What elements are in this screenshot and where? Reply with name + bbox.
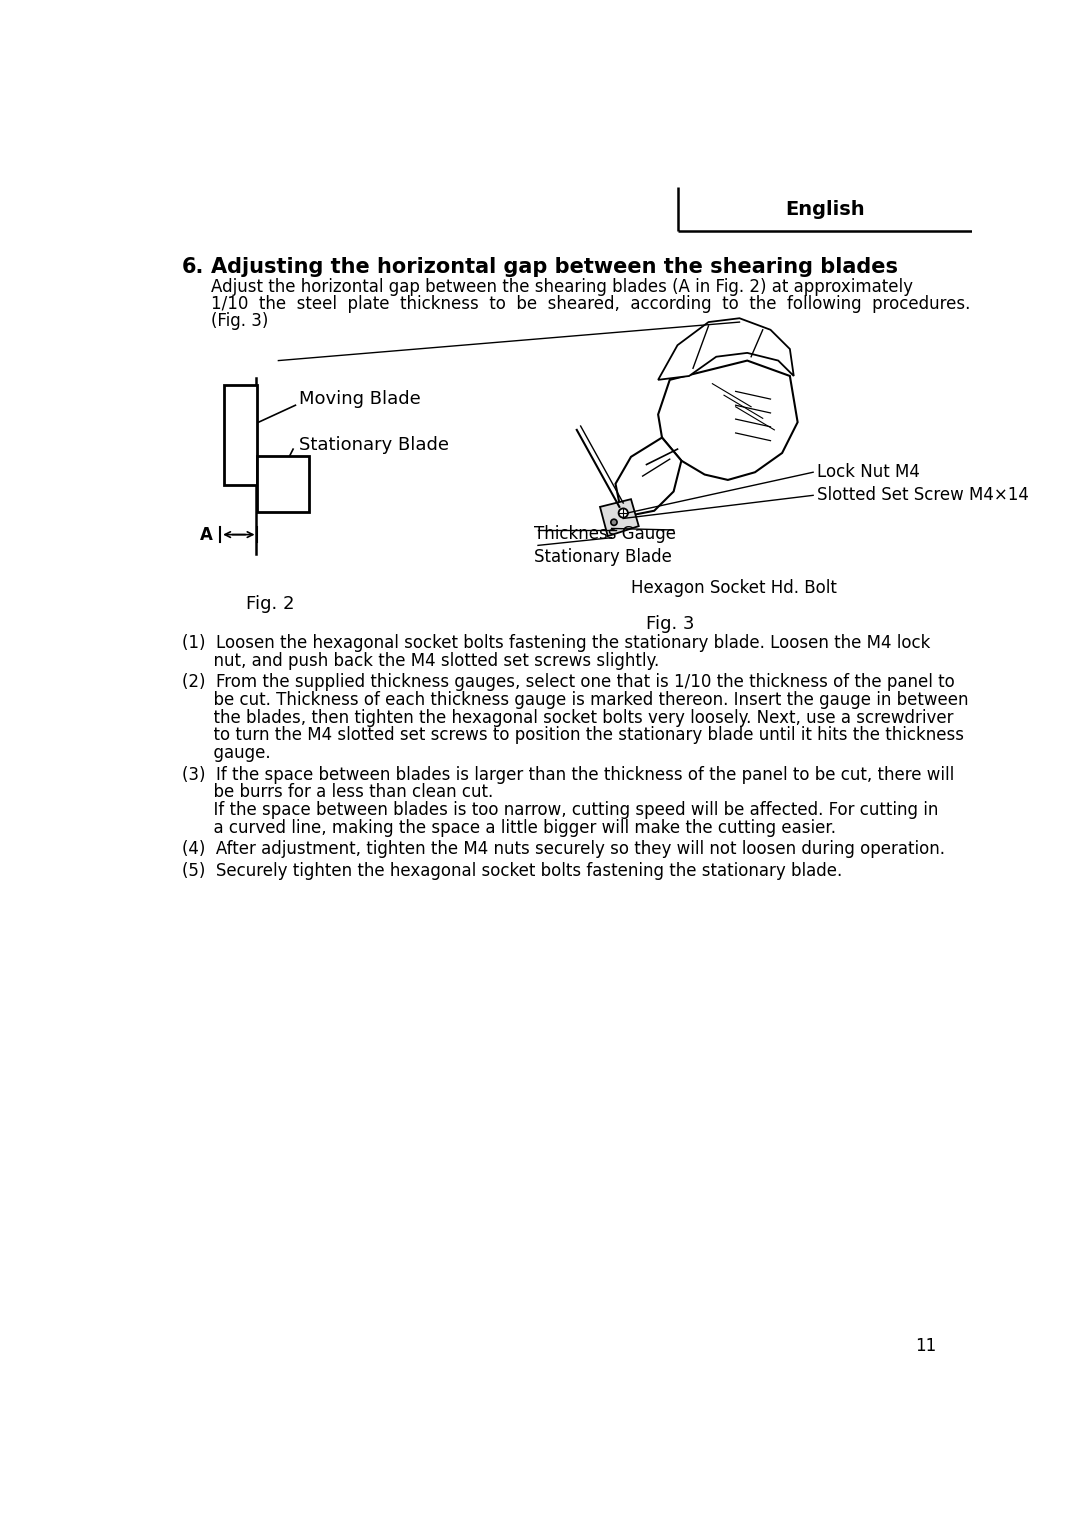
Text: Fig. 2: Fig. 2 bbox=[246, 595, 295, 613]
Text: a curved line, making the space a little bigger will make the cutting easier.: a curved line, making the space a little… bbox=[181, 818, 836, 836]
Text: be burrs for a less than clean cut.: be burrs for a less than clean cut. bbox=[181, 783, 492, 801]
Text: English: English bbox=[785, 200, 865, 219]
Circle shape bbox=[611, 520, 617, 526]
Text: (1)  Loosen the hexagonal socket bolts fastening the stationary blade. Loosen th: (1) Loosen the hexagonal socket bolts fa… bbox=[181, 635, 930, 651]
Polygon shape bbox=[658, 318, 794, 379]
Text: Fig. 3: Fig. 3 bbox=[646, 615, 694, 633]
Text: 1/10  the  steel  plate  thickness  to  be  sheared,  according  to  the  follow: 1/10 the steel plate thickness to be she… bbox=[211, 295, 970, 313]
Text: nut, and push back the M4 slotted set screws slightly.: nut, and push back the M4 slotted set sc… bbox=[181, 651, 659, 670]
Text: (5)  Securely tighten the hexagonal socket bolts fastening the stationary blade.: (5) Securely tighten the hexagonal socke… bbox=[181, 862, 841, 879]
Text: Adjust the horizontal gap between the shearing blades (A in Fig. 2) at approxima: Adjust the horizontal gap between the sh… bbox=[211, 278, 913, 297]
Text: Moving Blade: Moving Blade bbox=[299, 390, 421, 408]
Text: Stationary Blade: Stationary Blade bbox=[299, 436, 449, 454]
Text: gauge.: gauge. bbox=[181, 745, 270, 761]
Text: (3)  If the space between blades is larger than the thickness of the panel to be: (3) If the space between blades is large… bbox=[181, 766, 954, 783]
Bar bbox=[257, 456, 309, 512]
Text: A: A bbox=[200, 526, 213, 544]
Text: Stationary Blade: Stationary Blade bbox=[535, 547, 672, 566]
Text: Adjusting the horizontal gap between the shearing blades: Adjusting the horizontal gap between the… bbox=[211, 257, 897, 277]
Bar bbox=[225, 385, 257, 485]
Text: If the space between blades is too narrow, cutting speed will be affected. For c: If the space between blades is too narro… bbox=[181, 801, 937, 820]
Polygon shape bbox=[616, 437, 681, 515]
Text: to turn the M4 slotted set screws to position the stationary blade until it hits: to turn the M4 slotted set screws to pos… bbox=[181, 726, 963, 745]
Text: (4)  After adjustment, tighten the M4 nuts securely so they will not loosen duri: (4) After adjustment, tighten the M4 nut… bbox=[181, 841, 945, 858]
Polygon shape bbox=[600, 498, 638, 537]
Text: the blades, then tighten the hexagonal socket bolts very loosely. Next, use a sc: the blades, then tighten the hexagonal s… bbox=[181, 708, 953, 726]
Polygon shape bbox=[658, 361, 798, 480]
Text: Lock Nut M4: Lock Nut M4 bbox=[816, 463, 920, 482]
Text: Thickness Gauge: Thickness Gauge bbox=[535, 524, 676, 543]
Text: (2)  From the supplied thickness gauges, select one that is 1/10 the thickness o: (2) From the supplied thickness gauges, … bbox=[181, 673, 955, 691]
Text: Hexagon Socket Hd. Bolt: Hexagon Socket Hd. Bolt bbox=[631, 579, 837, 596]
Text: Slotted Set Screw M4×14: Slotted Set Screw M4×14 bbox=[816, 486, 1029, 505]
Text: 11: 11 bbox=[915, 1338, 936, 1355]
Text: be cut. Thickness of each thickness gauge is marked thereon. Insert the gauge in: be cut. Thickness of each thickness gaug… bbox=[181, 691, 968, 709]
Text: (Fig. 3): (Fig. 3) bbox=[211, 312, 268, 330]
Text: 6.: 6. bbox=[181, 257, 204, 277]
Circle shape bbox=[619, 509, 627, 518]
